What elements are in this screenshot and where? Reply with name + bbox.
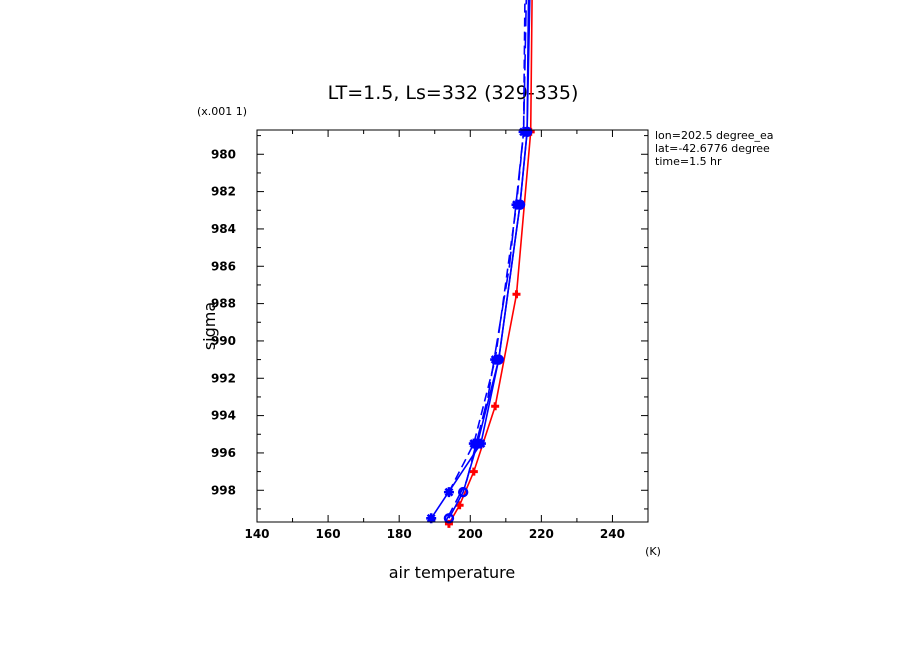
- series-group: [426, 0, 535, 528]
- x-tick-label: 140: [244, 527, 269, 541]
- data-point-0: [469, 467, 478, 476]
- y-tick-label: 996: [211, 446, 236, 460]
- x-unit: (K): [645, 545, 661, 558]
- data-point-3: [468, 438, 479, 449]
- series-line-4: [444, 0, 528, 523]
- axis-ticks: 140 160 180 200 220 240 980 982 984 986 988 990 992 9…: [211, 130, 648, 541]
- data-point-2: [457, 486, 469, 498]
- y-tick-label: 994: [211, 409, 236, 423]
- data-point-3: [511, 199, 522, 210]
- y-tick-label: 998: [211, 483, 236, 497]
- annotation-lat: lat=-42.6776 degree: [655, 142, 770, 155]
- x-tick-label: 240: [600, 527, 625, 541]
- series-line-0: [448, 0, 533, 525]
- series-line-3: [448, 0, 526, 493]
- y-tick-label: 984: [211, 222, 236, 236]
- data-point-0: [512, 290, 521, 299]
- annotation-lon: lon=202.5 degree_ea: [655, 129, 774, 142]
- y-tick-label: 990: [211, 334, 236, 348]
- data-point-3: [490, 354, 501, 365]
- series-line-2: [448, 0, 530, 519]
- annotation-time: time=1.5 hr: [655, 155, 722, 168]
- x-tick-label: 180: [387, 527, 412, 541]
- x-axis-label: air temperature: [389, 563, 515, 582]
- data-point-0: [491, 402, 500, 411]
- chart-title: LT=1.5, Ls=332 (329-335): [328, 82, 579, 104]
- data-point-3: [443, 487, 454, 498]
- y-scale-note: (x.001 1): [197, 105, 247, 118]
- x-tick-label: 220: [529, 527, 554, 541]
- y-tick-label: 980: [211, 147, 236, 161]
- x-tick-label: 200: [458, 527, 483, 541]
- y-tick-label: 982: [211, 185, 236, 199]
- data-point-1: [426, 513, 437, 524]
- y-tick-label: 986: [211, 259, 236, 273]
- plot-frame: [256, 129, 649, 523]
- y-tick-label: 992: [211, 371, 236, 385]
- y-tick-label: 988: [211, 297, 236, 311]
- y-axis-label: sigma: [200, 302, 219, 350]
- x-tick-label: 160: [316, 527, 341, 541]
